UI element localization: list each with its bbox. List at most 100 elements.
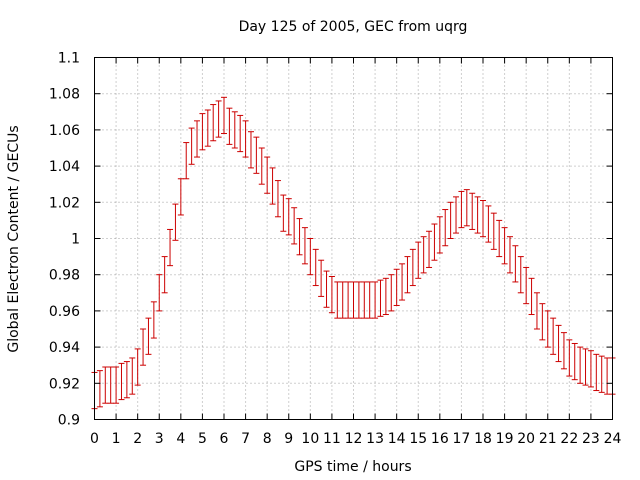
x-tick-label: 21 [539, 431, 557, 447]
error-bar-point [107, 366, 114, 404]
y-tick-label: 0.9 [58, 413, 80, 429]
error-bar-point [269, 167, 276, 205]
error-bar-point [474, 196, 481, 234]
x-tick-label: 14 [388, 431, 406, 447]
error-bar-point [150, 301, 157, 339]
error-bar-point [221, 96, 227, 135]
y-tick-label: 0.98 [49, 268, 80, 284]
error-bar-point [409, 248, 416, 287]
x-tick-label: 19 [496, 431, 514, 447]
y-tick-label: 1.02 [49, 195, 80, 211]
error-bar-point [312, 248, 319, 287]
error-bar-point [366, 281, 373, 319]
y-tick-label: 1.04 [49, 159, 80, 175]
error-bar-point [156, 274, 163, 312]
error-bar-point [399, 263, 406, 301]
error-bar-point [604, 357, 611, 395]
error-bar-point [517, 256, 524, 294]
error-bar-point [490, 212, 497, 250]
x-tick-label: 4 [176, 431, 185, 447]
error-bar-point [571, 342, 578, 381]
error-bar-point [582, 348, 589, 386]
x-tick-label: 22 [560, 431, 578, 447]
error-bar-point [355, 281, 362, 319]
error-bar-point [237, 114, 244, 153]
error-bar-point [469, 192, 476, 230]
error-bar-point [285, 198, 292, 236]
error-bar-point [458, 190, 465, 229]
error-bar-point [118, 362, 125, 401]
error-bar-point [323, 270, 330, 308]
y-tick-label: 1.1 [58, 51, 80, 67]
error-bar-point [560, 332, 567, 370]
error-bar-point [453, 196, 460, 234]
error-bar-point [296, 218, 303, 256]
error-bar-point [523, 266, 530, 305]
axis-ticks [94, 57, 613, 420]
y-tick-label: 0.96 [49, 304, 80, 320]
error-bar-point [361, 281, 368, 319]
x-tick-label: 6 [220, 431, 229, 447]
error-bar-point [161, 256, 168, 294]
y-tick-label: 0.94 [49, 340, 80, 356]
error-bar-point [598, 355, 605, 393]
error-bar-point [506, 236, 513, 274]
error-bar-point [96, 370, 103, 408]
error-bar-point [480, 199, 486, 238]
error-bar-point [339, 281, 346, 319]
error-bar-point [577, 346, 584, 384]
error-bar-point [555, 324, 562, 363]
error-bar-point [167, 228, 174, 267]
error-bar-point [291, 207, 298, 245]
error-bar-point [210, 104, 217, 142]
error-bar-point [415, 241, 422, 279]
error-bar-point [566, 339, 573, 377]
x-tick-label: 3 [155, 431, 164, 447]
error-bar-point [134, 348, 141, 386]
grid [94, 57, 613, 420]
error-bar-point [280, 194, 287, 232]
error-bar-point [420, 236, 427, 274]
error-bar-point [129, 357, 136, 395]
error-bar-point [533, 292, 540, 330]
error-bar-point [102, 366, 109, 404]
error-bar-point [307, 238, 314, 276]
error-bar-point [372, 281, 379, 319]
error-bar-point [140, 328, 147, 366]
error-bar-point [172, 203, 179, 241]
error-bar-point [501, 227, 508, 265]
error-bar-point [145, 317, 152, 355]
x-tick-label: 18 [474, 431, 492, 447]
error-bar-point [226, 107, 233, 145]
y-tick-label: 1.06 [49, 123, 80, 139]
x-tick-label: 1 [112, 431, 121, 447]
error-bar-point [258, 147, 265, 185]
error-bar-point [485, 205, 492, 243]
x-tick-label: 2 [133, 431, 142, 447]
error-bar-point [183, 142, 190, 180]
error-bar-point [350, 281, 357, 319]
error-bar-point [113, 366, 120, 404]
error-bar-point [247, 131, 254, 169]
x-tick-label: 9 [284, 431, 293, 447]
tick-labels: 0 1 2 3 4 5 6 7 8 9 10 11 12 13 14 15 16 17 18 19 20 21 22 23 24… [49, 51, 622, 448]
x-tick-label: 7 [241, 431, 250, 447]
error-bar-point [264, 156, 271, 194]
error-bar-point [328, 276, 335, 314]
error-bar-point [204, 109, 211, 147]
error-bar-point [242, 120, 249, 158]
error-bar-point [539, 303, 546, 341]
error-bar-point [442, 209, 449, 247]
error-bar-point [215, 100, 222, 138]
error-bar-point [593, 353, 600, 392]
x-tick-label: 23 [582, 431, 600, 447]
error-bar-point [177, 178, 184, 216]
error-bar-point [496, 219, 503, 258]
error-bar-point [447, 201, 454, 239]
x-tick-label: 13 [366, 431, 384, 447]
error-bar-point [318, 259, 325, 297]
error-bar-point [274, 180, 281, 218]
error-bar-point [587, 350, 594, 388]
x-tick-label: 8 [263, 431, 272, 447]
